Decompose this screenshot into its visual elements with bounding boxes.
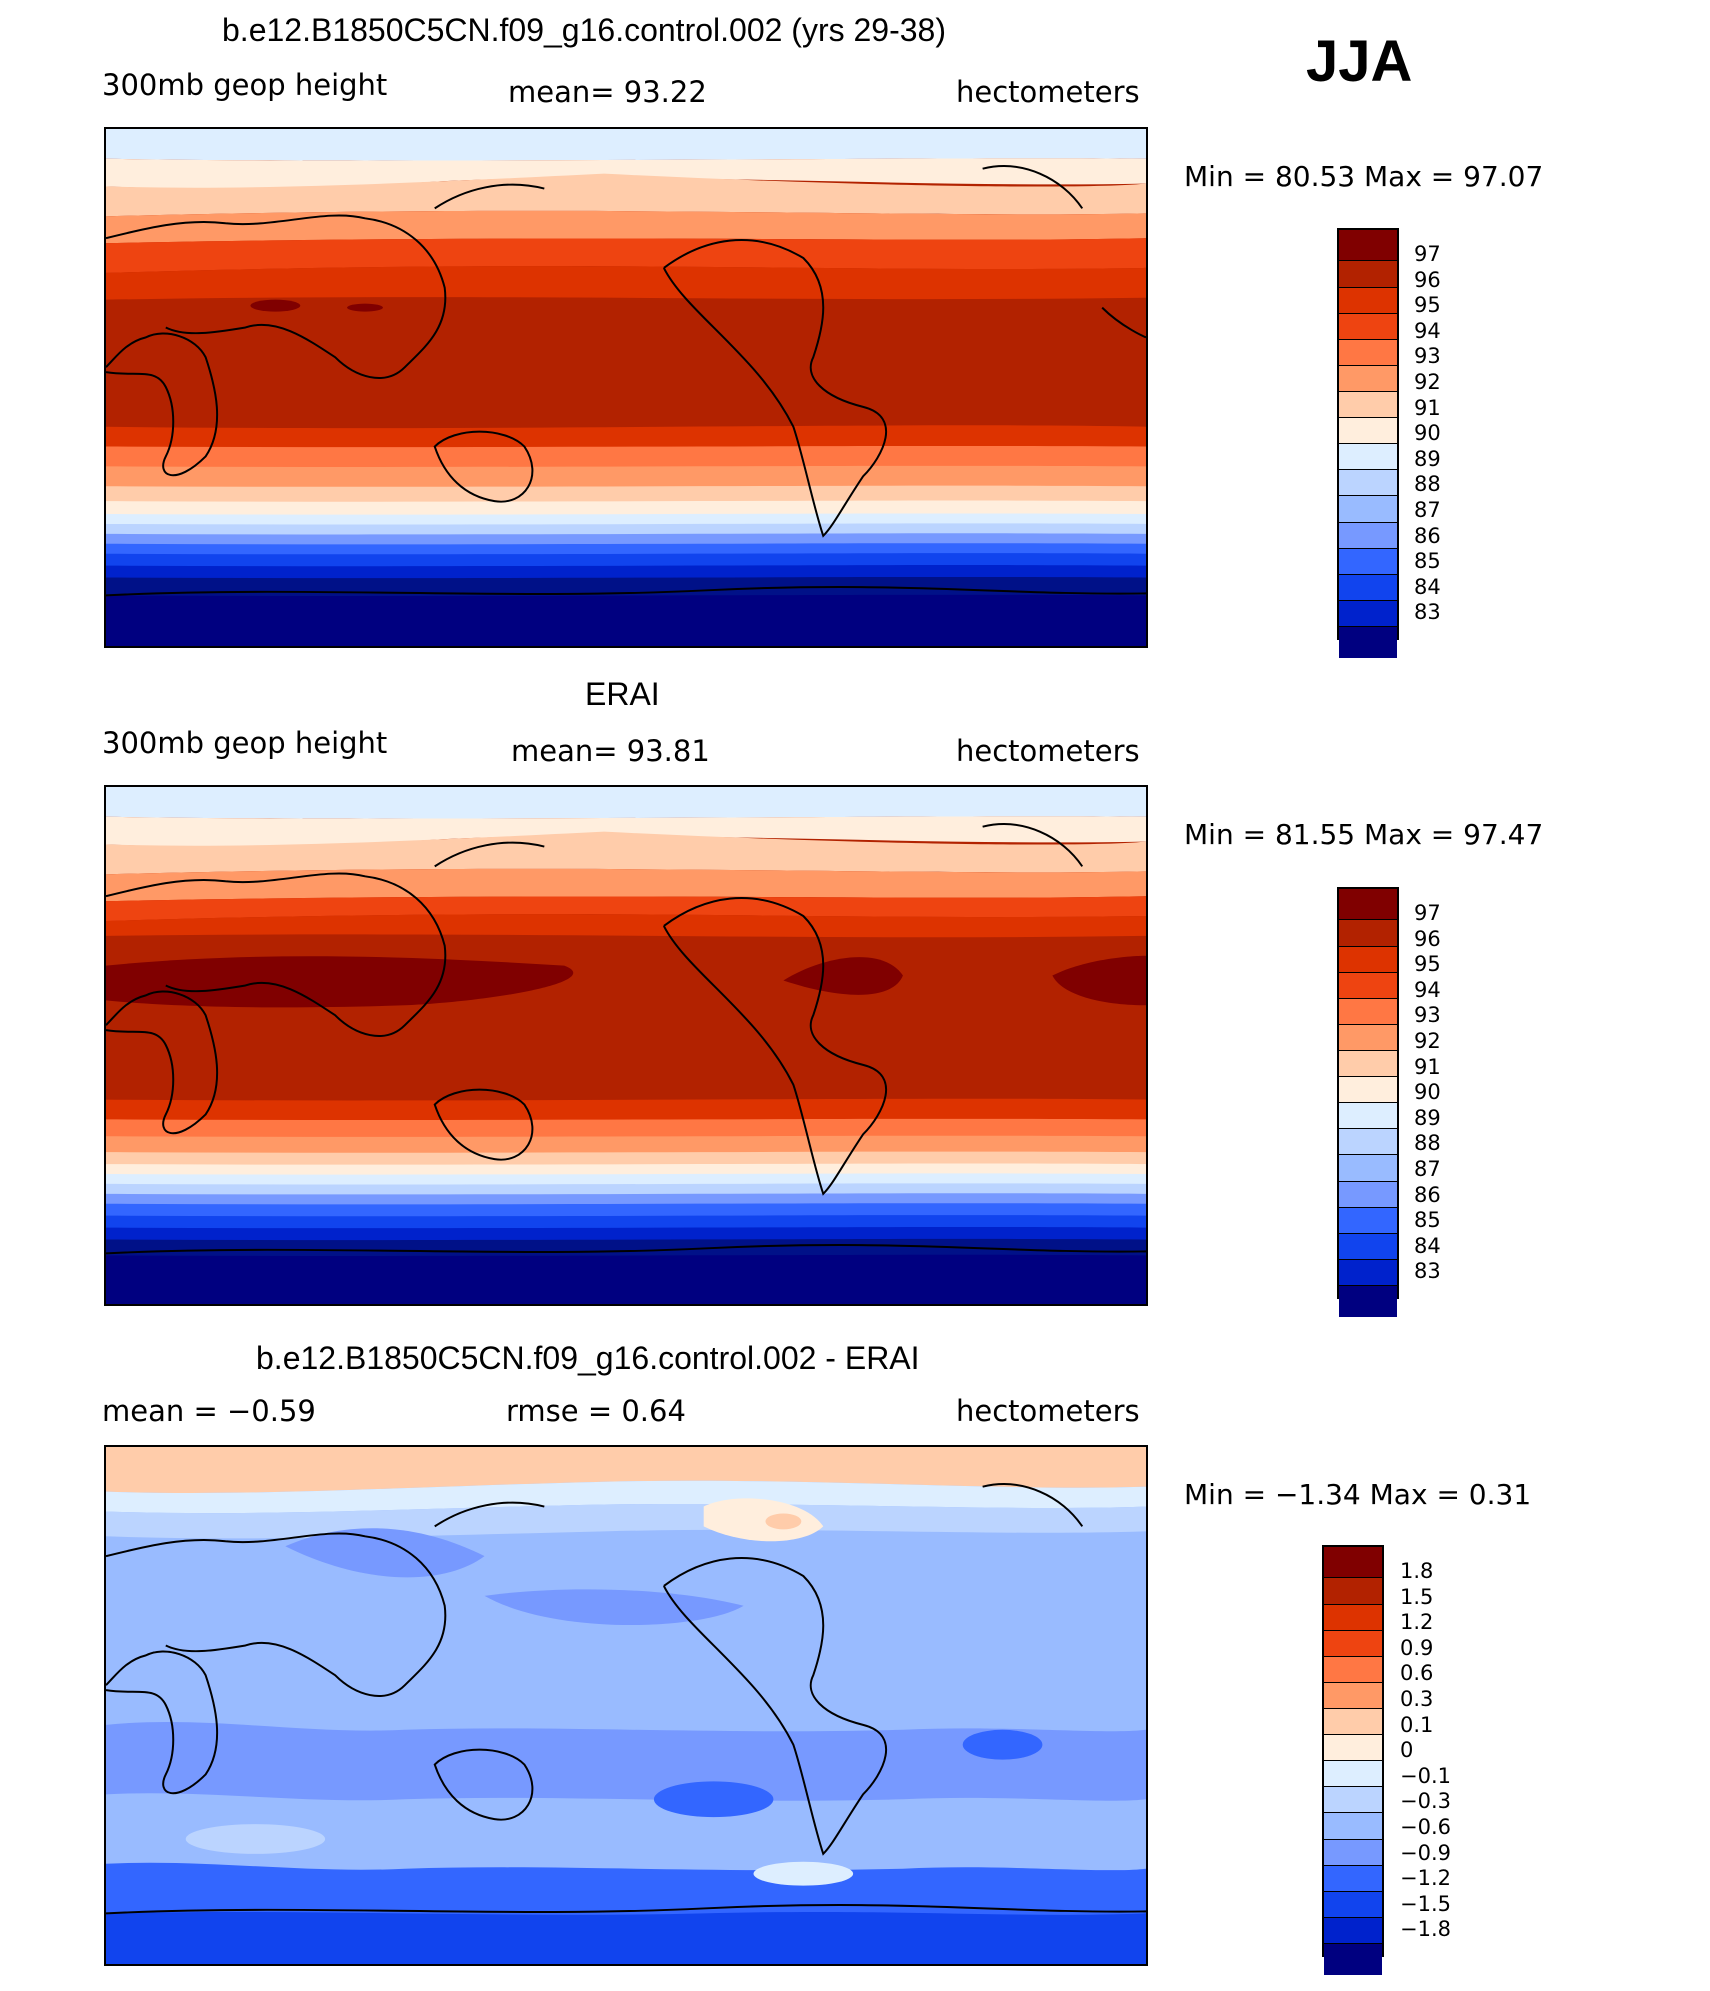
panel1-colorbar	[1337, 228, 1399, 659]
panel1-colorbar-ticks: 97 96 95 94 93 92 91 90 89 88 87 86 85 8…	[1414, 242, 1441, 625]
panel2-mean-label: mean= 93.81	[511, 734, 710, 768]
panel1-minmax: Min = 80.53 Max = 97.07	[1184, 160, 1544, 193]
panel2-contour-svg	[106, 787, 1146, 1304]
season-label: JJA	[1306, 29, 1413, 94]
panel2-map	[104, 785, 1148, 1306]
panel3-map	[104, 1445, 1148, 1966]
panel2-colorbar	[1337, 887, 1399, 1318]
panel3-colorbar-ticks: 1.8 1.5 1.2 0.9 0.6 0.3 0.1 0 −0.1 −0.3 …	[1400, 1559, 1451, 1942]
panel2-minmax: Min = 81.55 Max = 97.47	[1184, 818, 1544, 851]
panel1-contour-svg	[106, 129, 1146, 646]
panel1-title: b.e12.B1850C5CN.f09_g16.control.002 (yrs…	[222, 12, 946, 48]
panel3-colorbar	[1322, 1545, 1384, 1976]
panel3-mean-label: mean = −0.59	[102, 1394, 316, 1428]
panel3-title: b.e12.B1850C5CN.f09_g16.control.002 - ER…	[256, 1340, 920, 1376]
panel3-units-label: hectometers	[956, 1394, 1140, 1428]
panel1-map	[104, 127, 1148, 648]
panel3-minmax: Min = −1.34 Max = 0.31	[1184, 1478, 1532, 1511]
panel3-contour-svg	[106, 1447, 1146, 1964]
panel1-units-label: hectometers	[956, 75, 1140, 109]
panel2-variable-label: 300mb geop height	[102, 726, 388, 760]
panel2-colorbar-ticks: 97 96 95 94 93 92 91 90 89 88 87 86 85 8…	[1414, 901, 1441, 1284]
panel1-mean-label: mean= 93.22	[508, 75, 707, 109]
panel2-title: ERAI	[585, 676, 660, 712]
panel3-rmse-label: rmse = 0.64	[506, 1394, 686, 1428]
panel1-variable-label: 300mb geop height	[102, 68, 388, 102]
panel2-units-label: hectometers	[956, 734, 1140, 768]
